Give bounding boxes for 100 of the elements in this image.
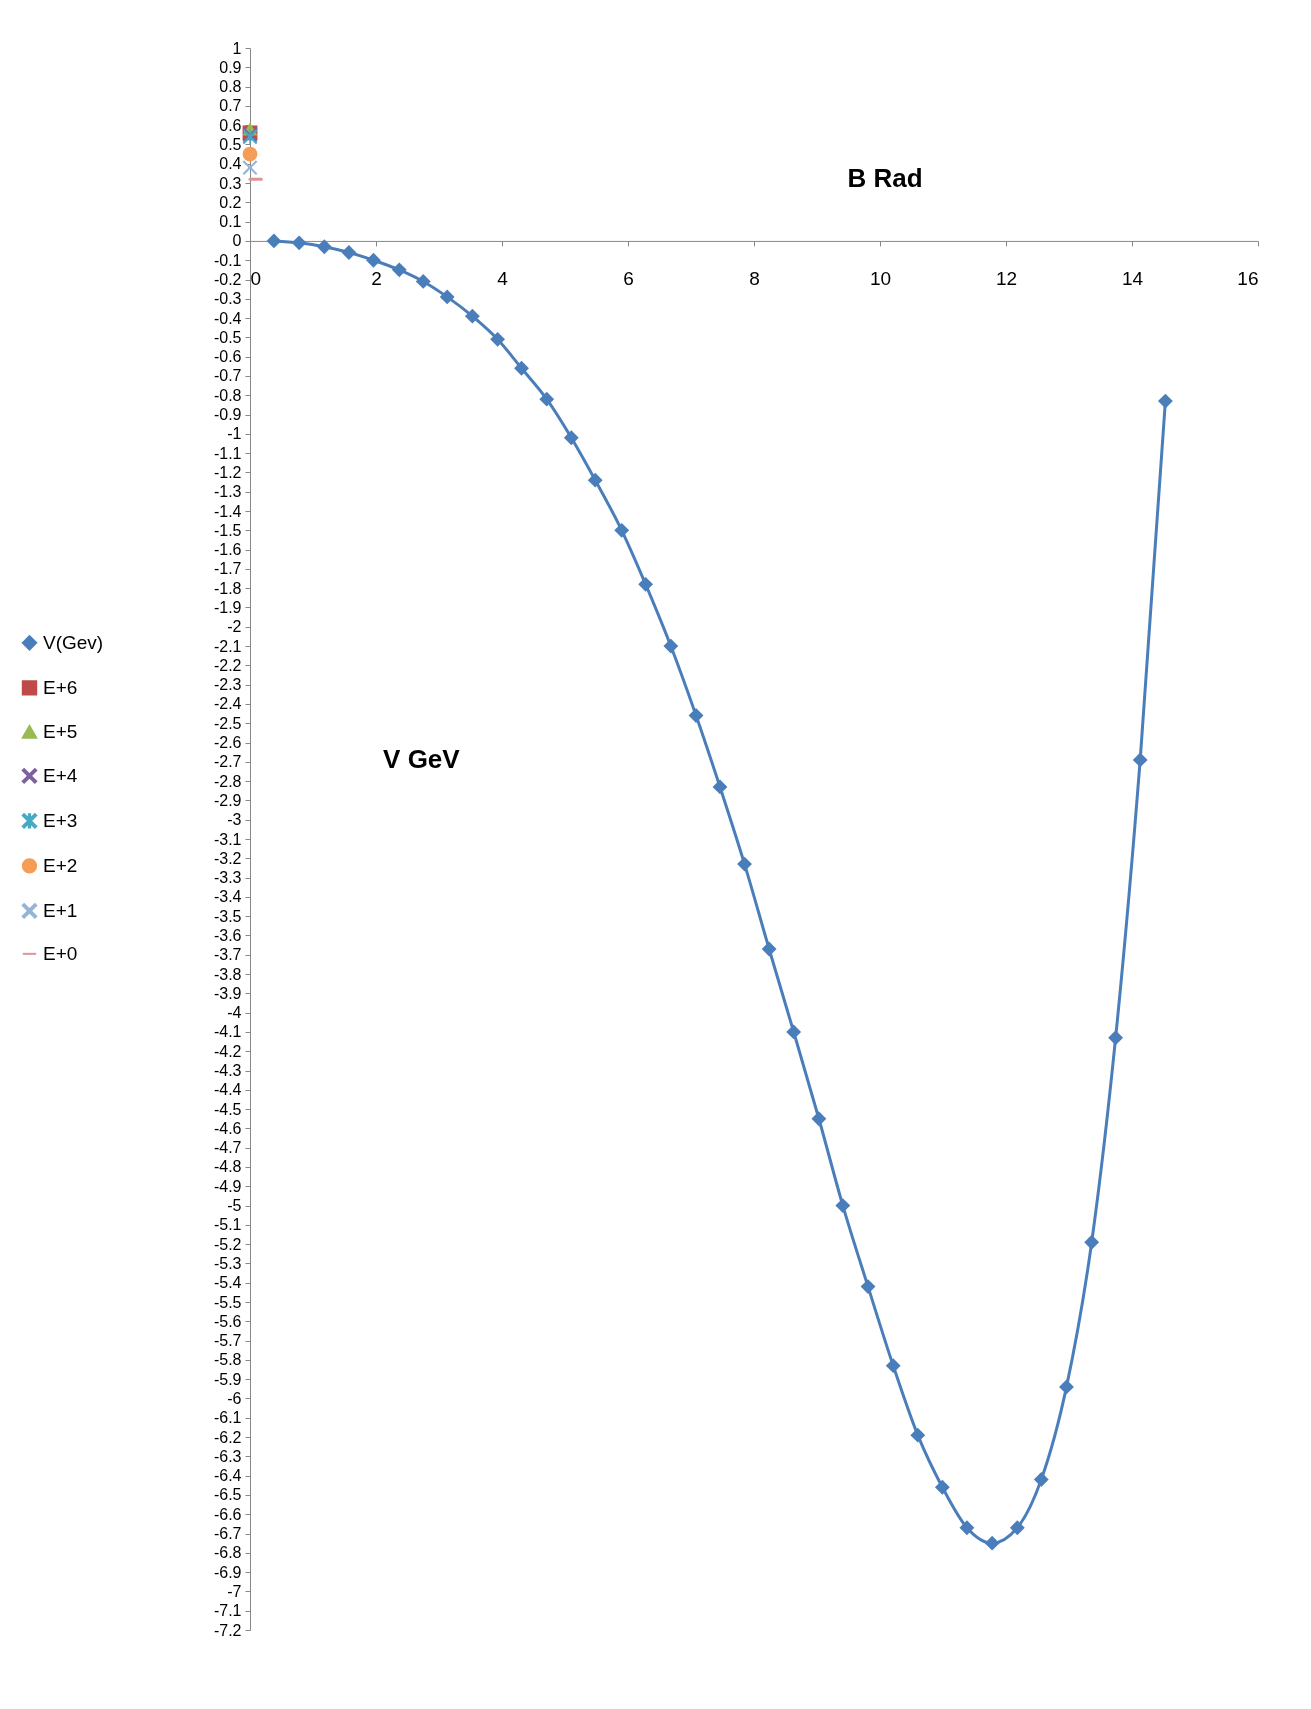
x-tick-label: 8 (749, 268, 760, 290)
y-tick-label: -2 (227, 618, 242, 636)
legend-label: E+1 (43, 899, 78, 921)
y-tick-label: -6.1 (213, 1409, 242, 1427)
y-tick-label: -7.2 (213, 1621, 242, 1639)
y-tick-label: 0.7 (219, 97, 242, 115)
y-tick-label: -4.7 (213, 1139, 242, 1157)
y-tick-label: -4.3 (213, 1062, 242, 1080)
y-tick-label: -2.2 (213, 656, 242, 674)
y-tick-label: -6.2 (213, 1428, 242, 1446)
legend-label: E+6 (43, 676, 78, 698)
x-tick-label: 14 (1121, 268, 1144, 290)
y-tick-label: -4.9 (213, 1177, 242, 1195)
y-tick-label: 0.6 (219, 116, 242, 134)
y-tick-label: -2.6 (213, 734, 242, 752)
y-tick-label: -6.3 (213, 1447, 242, 1465)
x-tick-label: 6 (623, 268, 634, 290)
y-tick-label: -5.5 (213, 1293, 242, 1311)
y-tick-label: 1 (232, 39, 242, 57)
y-tick-label: -5.3 (213, 1254, 242, 1272)
y-tick-label: -0.6 (213, 348, 242, 366)
y-tick-label: -4.6 (213, 1119, 242, 1137)
y-tick-label: 0.9 (219, 58, 242, 76)
y-tick-label: -5.1 (213, 1216, 242, 1234)
y-tick-label: -6 (227, 1389, 242, 1407)
y-tick-label: -0.1 (213, 251, 242, 269)
x-tick-label: 16 (1237, 268, 1259, 290)
legend-label: E+3 (43, 809, 78, 831)
x-axis-title: B Rad (847, 162, 923, 193)
y-tick-label: -2.9 (213, 791, 242, 809)
y-tick-label: -2.4 (213, 695, 242, 713)
y-tick-label: -4.4 (213, 1081, 242, 1099)
y-tick-label: -3.3 (213, 869, 242, 887)
y-tick-label: -4.8 (213, 1158, 242, 1176)
y-tick-label: -5.2 (213, 1235, 242, 1253)
y-axis-title: V GeV (383, 743, 461, 774)
y-tick-label: -6.9 (213, 1563, 242, 1581)
y-tick-label: -1 (227, 425, 242, 443)
y-tick-label: 0 (232, 232, 242, 250)
y-tick-label: -5.7 (213, 1332, 242, 1350)
y-tick-label: -1.1 (213, 444, 242, 462)
y-tick-label: -5.8 (213, 1351, 242, 1369)
y-tick-label: -3.1 (213, 830, 242, 848)
y-tick-label: -0.2 (213, 271, 242, 289)
y-tick-label: -6.8 (213, 1544, 242, 1562)
x-tick-label: 0 (250, 268, 262, 290)
y-tick-label: -3.2 (213, 849, 242, 867)
y-tick-label: -4 (227, 1004, 242, 1022)
y-tick-label: -3.6 (213, 926, 242, 944)
y-tick-label: -0.8 (213, 386, 242, 404)
y-tick-label: -0.9 (213, 406, 242, 424)
y-tick-label: -1.9 (213, 598, 242, 616)
y-tick-label: -0.5 (213, 328, 242, 346)
y-tick-label: -1.2 (213, 463, 242, 481)
y-tick-label: 0.4 (219, 155, 242, 173)
y-tick-label: -2.3 (213, 676, 242, 694)
y-tick-label: -6.7 (213, 1525, 242, 1543)
y-tick-label: -2.1 (213, 637, 242, 655)
y-tick-label: -0.4 (213, 309, 242, 327)
y-tick-label: -7.1 (213, 1602, 242, 1620)
y-tick-label: -5.6 (213, 1312, 242, 1330)
y-tick-label: -5.4 (213, 1274, 242, 1292)
y-tick-label: -3.7 (213, 946, 242, 964)
legend-label: E+5 (43, 720, 78, 742)
y-tick-label: -1.7 (213, 560, 242, 578)
y-tick-label: -0.3 (213, 290, 242, 308)
y-tick-label: -4.1 (213, 1023, 242, 1041)
y-tick-label: -7 (227, 1582, 242, 1600)
y-tick-label: -1.3 (213, 483, 242, 501)
legend-label: E+0 (43, 942, 78, 964)
x-tick-label: 12 (995, 268, 1018, 290)
y-tick-label: -2.7 (213, 753, 242, 771)
y-tick-label: -6.6 (213, 1505, 242, 1523)
y-tick-label: -4.5 (213, 1100, 242, 1118)
y-tick-label: -0.7 (213, 367, 242, 385)
y-tick-label: -6.4 (213, 1467, 242, 1485)
y-tick-label: -4.2 (213, 1042, 242, 1060)
y-tick-label: -5.9 (213, 1370, 242, 1388)
y-tick-label: 0.5 (219, 135, 242, 153)
y-tick-label: -3.9 (213, 984, 242, 1002)
x-tick-label: 10 (869, 268, 892, 290)
y-tick-label: -2.8 (213, 772, 242, 790)
y-tick-label: -2.5 (213, 714, 242, 732)
y-tick-label: -1.8 (213, 579, 242, 597)
y-tick-label: -3.5 (213, 907, 242, 925)
x-tick-label: 4 (497, 268, 509, 290)
y-tick-label: -3 (227, 811, 242, 829)
y-tick-label: -3.8 (213, 965, 242, 983)
legend-label: V(Gev) (43, 631, 104, 653)
y-tick-label: 0.2 (219, 193, 242, 211)
y-tick-label: -6.5 (213, 1486, 242, 1504)
y-tick-label: -1.5 (213, 521, 242, 539)
x-tick-label: 2 (371, 268, 382, 290)
y-tick-label: 0.1 (219, 213, 242, 231)
y-tick-label: -5 (227, 1197, 242, 1215)
y-tick-label: -1.6 (213, 541, 242, 559)
legend-label: E+2 (43, 854, 78, 876)
y-tick-label: -3.4 (213, 888, 242, 906)
y-tick-label: 0.8 (219, 78, 242, 96)
y-tick-label: -1.4 (213, 502, 242, 520)
